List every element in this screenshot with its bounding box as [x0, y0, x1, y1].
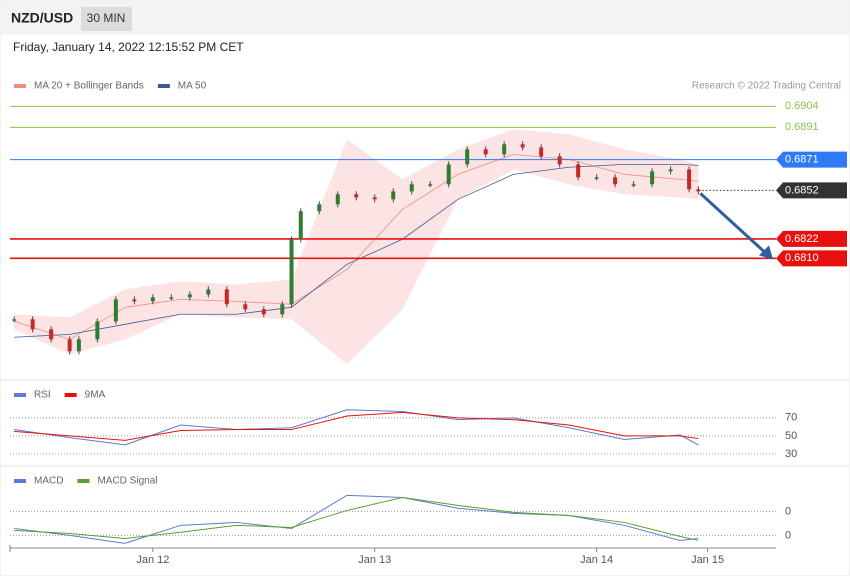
candle-body [668, 169, 673, 172]
candle-body [391, 191, 396, 200]
y-tick-label: 0 [785, 529, 791, 541]
level-label: 0.6904 [785, 100, 819, 112]
legend-swatch [157, 84, 170, 88]
candle-body [243, 304, 248, 310]
legend-swatch [14, 393, 26, 397]
level-label: 0.6822 [785, 233, 819, 245]
forecast-arrow [699, 192, 768, 255]
candle-body [30, 319, 35, 330]
candle-body [428, 184, 433, 186]
legend-swatch [14, 84, 26, 88]
candle-body [317, 204, 322, 212]
candle-body [613, 177, 618, 185]
level-tag [776, 230, 847, 247]
candle-body [280, 304, 285, 315]
y-tick-label: 70 [785, 412, 797, 424]
legend-swatch [64, 393, 77, 397]
candle-body [76, 339, 81, 352]
legend-label: 9MA [85, 390, 106, 401]
candle-body [594, 177, 599, 179]
candle-body [132, 299, 137, 302]
ma50-line [14, 163, 699, 338]
legend-label: MACD [34, 476, 63, 487]
timeframe: 30 MIN [87, 11, 126, 25]
candle-body [261, 309, 266, 315]
candle-body [169, 297, 174, 299]
level-label: 0.6810 [785, 252, 819, 264]
level-label: 0.6852 [785, 184, 819, 196]
legend-label: MA 50 [178, 81, 207, 92]
x-tick-label: Jan 14 [580, 554, 613, 566]
credit: Research © 2022 Trading Central [692, 81, 841, 92]
x-tick-label: Jan 15 [691, 554, 724, 566]
candle-body [465, 149, 470, 165]
candle-body [206, 289, 211, 295]
level-tag [776, 250, 847, 267]
legend-label: RSI [34, 390, 51, 401]
candle-body [372, 197, 377, 200]
timeframe-box [81, 7, 132, 31]
y-tick-label: 0 [785, 505, 791, 517]
candle-body [150, 297, 155, 302]
candle-body [409, 184, 414, 192]
symbol: NZD/USD [11, 10, 73, 26]
candle-body [696, 189, 701, 192]
candle-body [576, 164, 581, 178]
candle-body [520, 144, 525, 148]
legend-label: MACD Signal [97, 476, 157, 487]
candle-body [49, 329, 54, 340]
candle-body [354, 194, 359, 198]
legend-swatch [14, 479, 26, 483]
y-tick-label: 50 [785, 430, 797, 442]
level-tag [776, 182, 847, 199]
level-label: 0.6891 [785, 121, 819, 133]
x-tick-label: Jan 12 [136, 554, 169, 566]
candle-body [289, 239, 294, 305]
legend-swatch [77, 479, 90, 483]
candle-body [95, 321, 100, 340]
candle-body [224, 289, 229, 305]
x-tick-label: Jan 13 [358, 554, 391, 566]
candle-body [335, 194, 340, 205]
y-tick-label: 30 [785, 448, 797, 460]
indicator-line [14, 411, 699, 441]
candle-body [67, 339, 72, 352]
indicator-line [14, 496, 699, 541]
level-tag [776, 151, 847, 168]
legend-label: MA 20 + Bollinger Bands [34, 81, 144, 92]
level-label: 0.6871 [785, 154, 819, 166]
header-bar [1, 1, 849, 35]
candle-body [631, 184, 636, 186]
candle-body [446, 164, 451, 185]
candle-body [483, 149, 488, 155]
bollinger-band [14, 129, 699, 365]
candle-body [113, 299, 118, 322]
candle-body [502, 144, 507, 155]
candle-body [650, 171, 655, 185]
candle-body [557, 156, 562, 165]
candle-body [539, 147, 544, 157]
candle-body [12, 319, 17, 321]
candle-body [187, 294, 192, 298]
candle-body [687, 169, 692, 190]
forecast-arrowhead [759, 245, 773, 260]
indicator-line [14, 494, 699, 544]
candle-body [298, 211, 303, 240]
indicator-line [14, 409, 699, 446]
timestamp: Friday, January 14, 2022 12:15:52 PM CET [13, 40, 244, 54]
